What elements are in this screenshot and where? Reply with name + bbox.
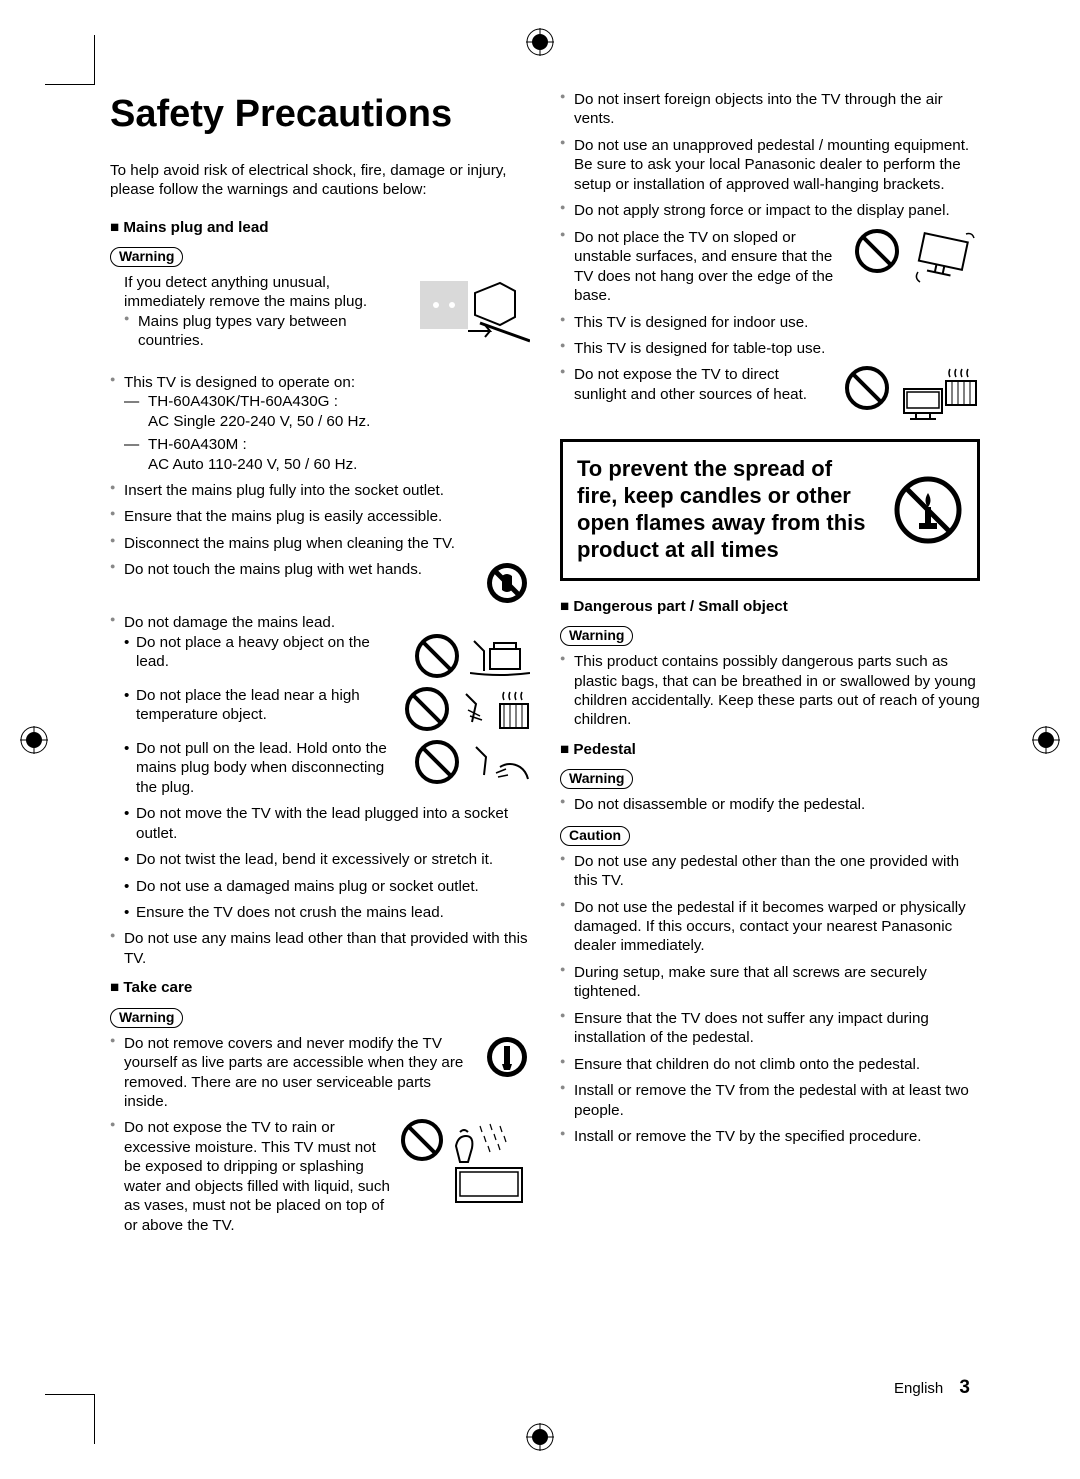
body-text: Ensure the TV does not crush the mains l… [124,903,530,922]
body-text: Ensure that the TV does not suffer any i… [560,1009,980,1048]
body-text: Mains plug types vary between countries. [124,312,410,351]
wet-hands-prohibit-icon [484,560,530,606]
body-text: This TV is designed for table-top use. [560,339,980,358]
crop-mark [45,1394,95,1444]
body-text: Do not insert foreign objects into the T… [560,90,980,129]
right-column: Do not insert foreign objects into the T… [560,90,980,1242]
prohibit-icon [854,228,900,274]
heat-tv-icon [900,365,980,425]
left-column: Safety Precautions To help avoid risk of… [110,90,530,1242]
registration-mark-icon [20,726,48,754]
body-text: Do not twist the lead, bend it excessive… [124,850,530,869]
section-pedestal: Pedestal [560,740,980,759]
section-mains: Mains plug and lead [110,218,530,237]
body-text: This product contains possibly dangerous… [560,652,980,730]
body-text: AC Auto 110-240 V, 50 / 60 Hz. [148,456,357,473]
body-text: Do not disassemble or modify the pedesta… [560,795,980,814]
fire-warning-box: To prevent the spread of fire, keep cand… [560,439,980,580]
plug-outlet-icon [420,273,530,343]
body-text: Do not apply strong force or impact to t… [560,201,980,220]
no-flame-icon [893,475,963,545]
prohibit-icon [414,633,460,679]
body-text: During setup, make sure that all screws … [560,963,980,1002]
caution-tag: Caution [560,826,630,846]
section-dangerous: Dangerous part / Small object [560,597,980,616]
body-text: Do not expose the TV to rain or excessiv… [124,1118,390,1235]
warning-tag: Warning [110,1008,183,1028]
page-title: Safety Precautions [110,90,530,139]
no-moisture-icon [400,1118,530,1208]
heat-lead-icon [460,686,530,732]
warning-tag: Warning [110,247,183,267]
prohibit-icon [414,739,460,785]
body-text: Disconnect the mains plug when cleaning … [110,534,530,553]
section-takecare: Take care [110,978,530,997]
prohibit-icon [844,365,890,411]
body-text: Ensure that the mains plug is easily acc… [110,507,530,526]
body-text: AC Single 220-240 V, 50 / 60 Hz. [148,413,370,430]
body-text: Install or remove the TV from the pedest… [560,1081,980,1120]
body-text: Do not remove covers and never modify th… [124,1034,474,1112]
registration-mark-icon [1032,726,1060,754]
unstable-tv-icon [910,228,980,288]
registration-mark-icon [526,28,554,56]
no-disassemble-icon [484,1034,530,1080]
body-text: Install or remove the TV by the specifie… [560,1127,980,1146]
footer-lang: English [894,1380,943,1397]
heavy-object-lead-icon [470,633,530,679]
page-footer: English 3 [894,1377,970,1399]
intro-text: To help avoid risk of electrical shock, … [110,161,530,200]
fire-warning-text: To prevent the spread of fire, keep cand… [577,456,877,563]
page-number: 3 [959,1377,970,1398]
body-text: Do not place the TV on sloped or unstabl… [574,228,844,306]
crop-mark [45,35,95,85]
body-text: Do not use any pedestal other than the o… [560,852,980,891]
body-text: TH-60A430M : [148,436,247,453]
body-text: Do not expose the TV to direct sunlight … [574,365,834,404]
body-text: If you detect anything unusual, immediat… [124,273,410,312]
prohibit-icon [404,686,450,732]
body-text: Ensure that children do not climb onto t… [560,1055,980,1074]
warning-tag: Warning [560,769,633,789]
body-text: This TV is designed to operate on: [124,373,530,392]
body-text: Do not pull on the lead. Hold onto the m… [136,739,404,797]
body-text: Do not move the TV with the lead plugged… [124,804,530,843]
pull-lead-icon [470,739,530,785]
body-text: Do not place the lead near a high temper… [136,686,394,725]
body-text: Do not use a damaged mains plug or socke… [124,877,530,896]
body-text: Insert the mains plug fully into the soc… [110,481,530,500]
body-text: Do not use any mains lead other than tha… [110,929,530,968]
body-text: Do not damage the mains lead. [124,613,530,632]
registration-mark-icon [526,1423,554,1451]
body-text: Do not touch the mains plug with wet han… [124,560,474,579]
warning-tag: Warning [560,626,633,646]
body-text: Do not place a heavy object on the lead. [136,633,404,672]
body-text: TH-60A430K/TH-60A430G : [148,393,338,410]
body-text: Do not use an unapproved pedestal / moun… [560,136,980,194]
body-text: This TV is designed for indoor use. [560,313,980,332]
body-text: Do not use the pedestal if it becomes wa… [560,898,980,956]
